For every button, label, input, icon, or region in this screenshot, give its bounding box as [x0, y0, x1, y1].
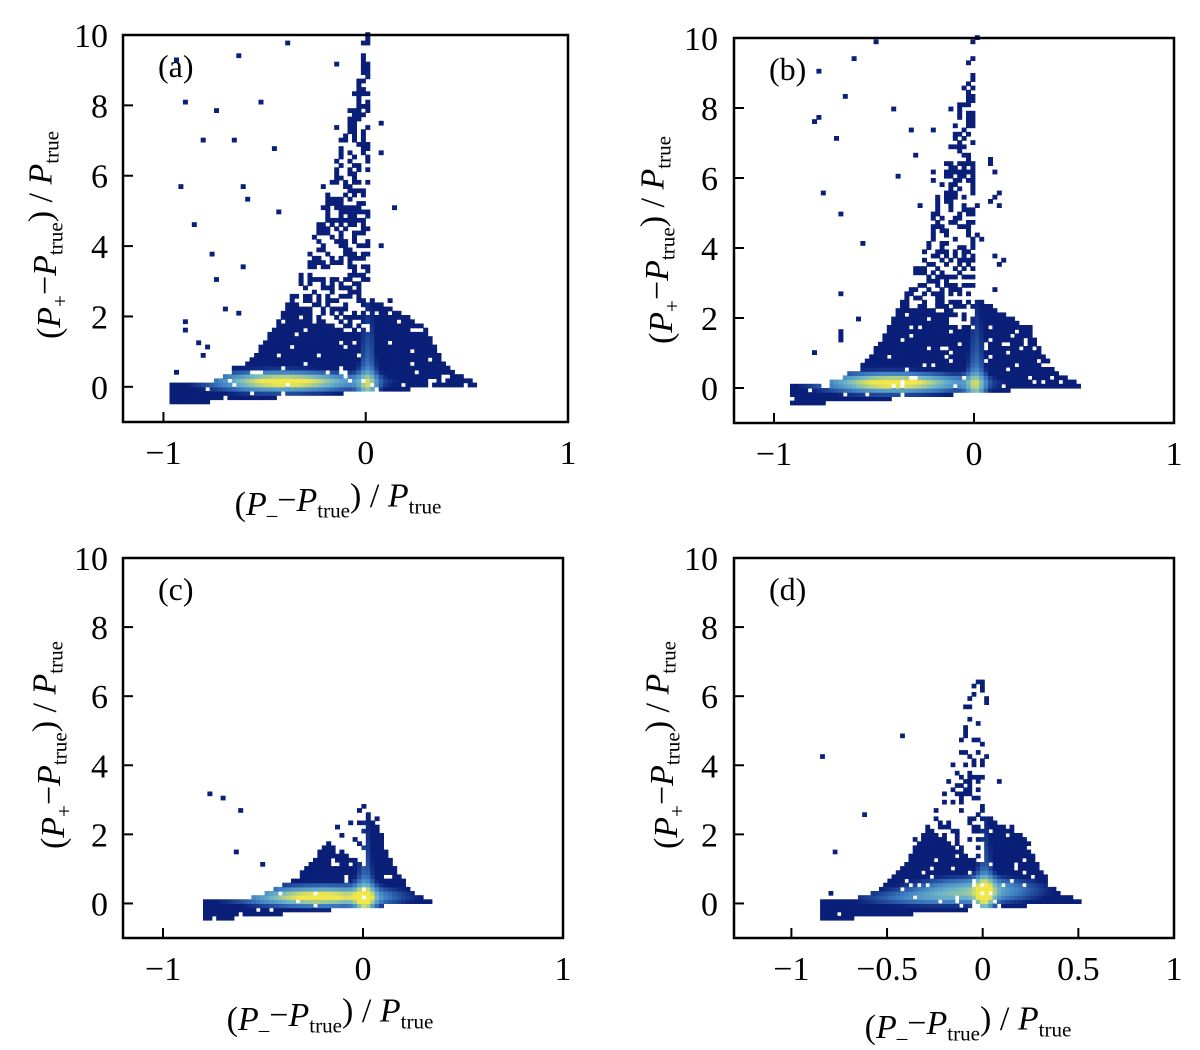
- y-tick-label: 8: [91, 88, 108, 125]
- x-tick-label: 1: [1166, 436, 1183, 473]
- panel-label: (b): [769, 51, 806, 87]
- panel-label: (c): [158, 571, 194, 607]
- x-tick-label: 1: [560, 435, 577, 472]
- plot-frame: [732, 36, 1176, 425]
- x-tick-label: −1: [773, 951, 809, 988]
- x-tick-label: 1: [555, 951, 572, 988]
- y-tick-label: 4: [91, 229, 108, 266]
- y-tick-label: 6: [91, 159, 108, 196]
- x-tick-label: 0: [357, 435, 374, 472]
- panel-label: (d): [769, 571, 806, 607]
- y-tick-label: 8: [91, 610, 108, 647]
- y-tick-label: 0: [701, 886, 718, 923]
- plot-frame: [121, 33, 570, 424]
- y-tick-label: 0: [91, 886, 108, 923]
- y-axis-label: (P+−Ptrue) / Ptrue: [27, 641, 76, 849]
- y-axis-label: (P+−Ptrue) / Ptrue: [23, 131, 72, 339]
- y-tick-label: 4: [91, 748, 108, 785]
- x-axis-label: (P–−Ptrue) / Ptrue: [235, 478, 442, 527]
- y-tick-label: 10: [684, 541, 718, 578]
- y-tick-label: 4: [701, 231, 718, 268]
- plot-frame: [732, 556, 1176, 940]
- y-tick-label: 6: [91, 679, 108, 716]
- y-tick-label: 10: [74, 18, 108, 55]
- y-tick-label: 2: [91, 299, 108, 336]
- y-axis-label: (P+−Ptrue) / Ptrue: [640, 641, 689, 849]
- x-tick-label: 0: [355, 951, 372, 988]
- x-axis-label: (P–−Ptrue) / Ptrue: [227, 993, 434, 1042]
- y-tick-label: 2: [91, 817, 108, 854]
- heatmap-cells: [820, 679, 1082, 921]
- x-tick-label: −1: [756, 436, 792, 473]
- x-tick-label: −1: [145, 435, 181, 472]
- y-tick-label: 10: [684, 21, 718, 58]
- y-tick-label: 2: [701, 817, 718, 854]
- y-tick-label: 2: [701, 301, 718, 338]
- heatmap-cells: [203, 791, 433, 921]
- y-tick-label: 6: [701, 161, 718, 198]
- y-tick-label: 0: [91, 370, 108, 407]
- plot-frame: [121, 556, 565, 940]
- x-tick-label: −1: [145, 951, 181, 988]
- x-axis-label: (P–−Ptrue) / Ptrue: [865, 1001, 1072, 1050]
- y-tick-label: 4: [701, 748, 718, 785]
- y-tick-label: 10: [74, 541, 108, 578]
- x-tick-label: 1: [1166, 951, 1183, 988]
- y-axis-label: (P+−Ptrue) / Ptrue: [635, 136, 684, 344]
- panel-label: (a): [158, 48, 194, 84]
- heatmap-cells: [790, 35, 1081, 406]
- x-tick-label: 0: [966, 436, 983, 473]
- y-tick-label: 8: [701, 91, 718, 128]
- y-tick-label: 0: [701, 371, 718, 408]
- x-tick-label: −0.5: [856, 951, 918, 988]
- y-tick-label: 6: [701, 679, 718, 716]
- heatmap-cells: [169, 32, 478, 405]
- x-tick-label: 0: [974, 951, 991, 988]
- x-tick-label: 0.5: [1057, 951, 1100, 988]
- y-tick-label: 8: [701, 610, 718, 647]
